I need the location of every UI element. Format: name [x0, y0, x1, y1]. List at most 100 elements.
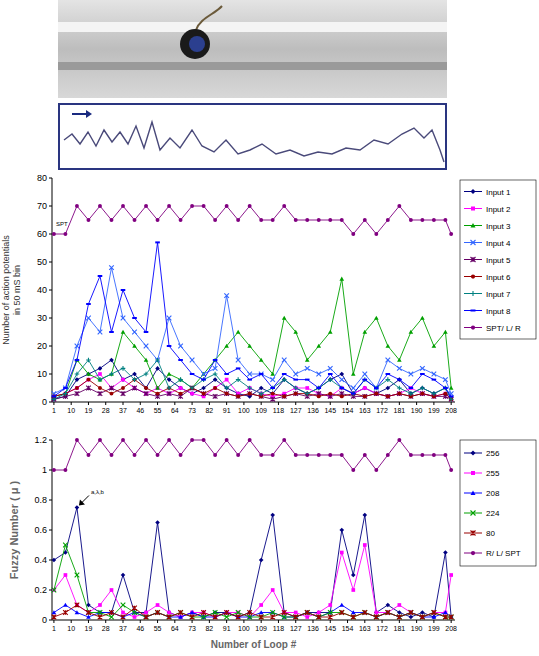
x-tick-label: 154	[342, 407, 354, 414]
legend-line	[464, 310, 482, 311]
series-marker	[224, 391, 229, 396]
series-marker	[259, 391, 264, 396]
series-marker	[449, 468, 453, 472]
legend-label: 256	[486, 449, 500, 458]
x-tick-label: 73	[188, 625, 196, 632]
series-marker	[225, 438, 229, 442]
series-marker	[432, 611, 436, 615]
series-marker	[167, 345, 172, 347]
series-marker	[386, 358, 391, 363]
y-tick-label: 20	[37, 341, 47, 351]
series-marker	[213, 359, 218, 361]
trace	[59, 104, 446, 169]
x-tick-label: 127	[290, 407, 302, 414]
series-marker	[98, 275, 103, 277]
series-marker	[374, 391, 379, 396]
series-marker	[52, 610, 57, 614]
y-tick	[49, 206, 52, 207]
series-marker	[409, 391, 414, 396]
x-tick	[433, 402, 434, 405]
series-marker	[305, 358, 310, 362]
series-marker	[132, 330, 137, 335]
series-marker	[75, 204, 79, 208]
series-marker	[236, 610, 241, 615]
series-marker	[236, 611, 240, 615]
series-marker	[248, 204, 252, 208]
x-tick-label: 64	[171, 625, 179, 632]
series-marker	[52, 397, 57, 402]
series-marker	[386, 394, 390, 398]
x-tick	[157, 402, 158, 405]
series-marker	[75, 603, 80, 608]
series-marker	[443, 392, 447, 396]
series-marker	[110, 392, 114, 396]
series-marker	[178, 359, 183, 361]
series-marker	[363, 513, 368, 518]
x-tick-label: 181	[394, 407, 406, 414]
series-marker	[52, 397, 57, 402]
series-marker	[121, 378, 125, 382]
series-marker	[316, 387, 321, 389]
legend-marker	[471, 257, 476, 262]
series-marker	[339, 277, 344, 281]
series-marker	[363, 610, 368, 615]
series-marker	[247, 610, 252, 615]
series-marker	[293, 372, 298, 377]
series-line	[54, 268, 451, 394]
series-marker	[282, 610, 287, 615]
series-marker	[397, 392, 401, 396]
series-marker	[190, 610, 195, 614]
x-tick	[399, 402, 400, 405]
legend-marker	[471, 325, 475, 329]
series-marker	[86, 610, 91, 615]
series-marker	[363, 372, 368, 377]
x-tick-label: 100	[238, 407, 250, 414]
series-marker	[397, 379, 402, 381]
y-tick-label: 70	[37, 201, 47, 211]
series-marker	[236, 394, 241, 399]
legend-label: R/ L/ SPT	[486, 549, 521, 558]
series-marker	[432, 372, 437, 377]
series-marker	[132, 610, 137, 615]
series-marker	[248, 392, 252, 396]
series-marker	[109, 610, 114, 615]
x-tick	[451, 620, 452, 623]
x-tick	[416, 620, 417, 623]
series-marker	[432, 453, 436, 457]
x-tick	[123, 620, 124, 623]
x-tick-label: 28	[102, 625, 110, 632]
series-marker	[110, 453, 114, 457]
series-marker	[351, 386, 356, 391]
series-marker	[386, 395, 390, 399]
series-marker	[63, 543, 68, 548]
series-marker	[449, 573, 453, 577]
series-marker	[339, 603, 344, 607]
series-marker	[397, 358, 402, 362]
series-marker	[75, 391, 80, 396]
legend-frame	[460, 180, 536, 339]
series-marker	[386, 218, 390, 222]
series-marker	[98, 438, 102, 442]
series-marker	[63, 468, 67, 472]
y-tick	[49, 290, 52, 291]
x-tick	[140, 620, 141, 623]
series-marker	[339, 387, 344, 389]
series-marker	[132, 317, 137, 319]
series-marker	[259, 603, 263, 607]
legend-marker	[471, 189, 476, 194]
series-marker	[213, 610, 218, 615]
series-marker	[421, 392, 425, 396]
x-tick-label: 190	[411, 407, 423, 414]
series-marker	[98, 377, 103, 381]
series-marker	[363, 543, 367, 547]
x-tick-label: 1	[52, 407, 56, 414]
series-marker	[328, 603, 332, 607]
series-marker	[363, 330, 368, 334]
series-marker	[420, 218, 424, 222]
series-marker	[449, 395, 454, 397]
series-marker	[339, 528, 344, 533]
series-marker	[259, 453, 263, 457]
x-tick	[243, 402, 244, 405]
x-tick	[123, 402, 124, 405]
series-marker	[213, 377, 218, 382]
